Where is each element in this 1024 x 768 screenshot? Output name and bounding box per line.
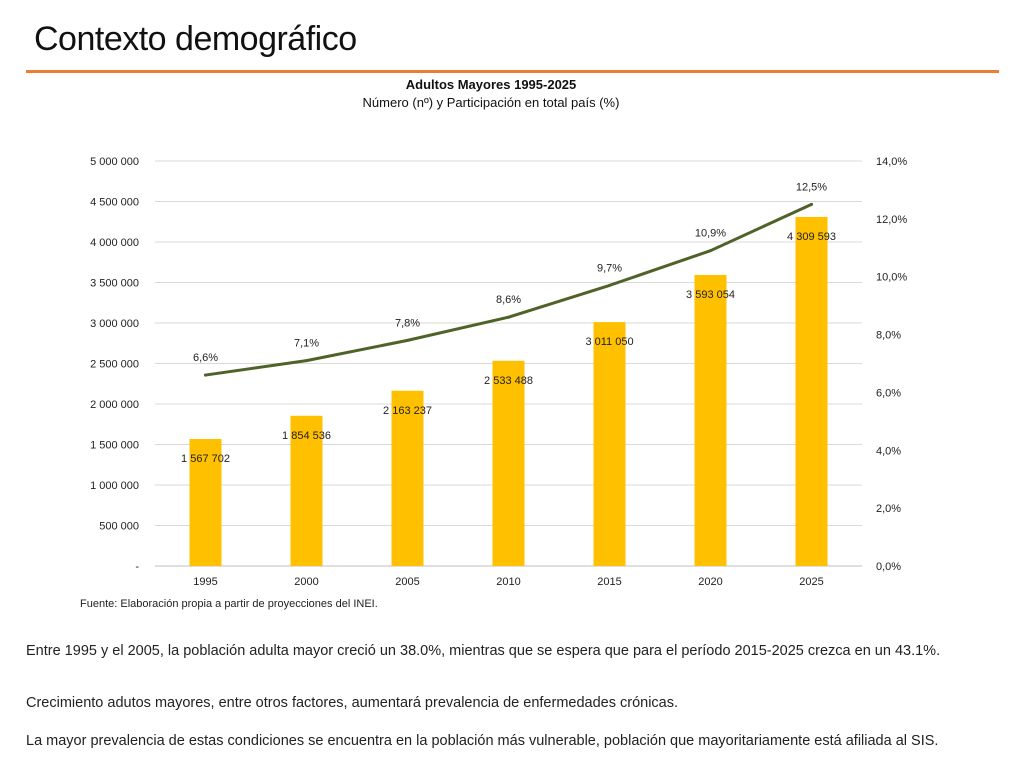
line-value-label: 10,9% bbox=[695, 228, 726, 240]
x-tick-label: 2010 bbox=[496, 576, 520, 588]
paragraph-chronic-diseases: Crecimiento adutos mayores, entre otros … bbox=[26, 695, 679, 711]
y-right-tick-label: 6,0% bbox=[876, 387, 901, 399]
y-left-tick-label: 1 500 000 bbox=[90, 440, 139, 452]
bar-2005 bbox=[391, 390, 424, 566]
bar-2025 bbox=[795, 216, 828, 566]
x-tick-label: 2005 bbox=[395, 576, 419, 588]
y-right-tick-label: 12,0% bbox=[876, 214, 907, 226]
bar-value-label: 2 163 237 bbox=[383, 405, 432, 417]
chart-title: Adultos Mayores 1995-2025 bbox=[406, 77, 577, 92]
y-left-tick-label: 2 000 000 bbox=[90, 399, 139, 411]
page-title: Contexto demográfico bbox=[34, 20, 357, 58]
x-tick-label: 2000 bbox=[294, 576, 318, 588]
line-point-2005 bbox=[406, 338, 409, 342]
y-left-tick-label: 2 500 000 bbox=[90, 359, 139, 371]
bar-2010 bbox=[492, 360, 525, 566]
bar-1995 bbox=[189, 439, 222, 566]
line-point-1995 bbox=[204, 373, 207, 377]
line-value-label: 9,7% bbox=[597, 262, 622, 274]
line-value-label: 8,6% bbox=[496, 294, 521, 306]
line-value-label: 6,6% bbox=[193, 352, 218, 364]
chart-subtitle: Número (nº) y Participación en total paí… bbox=[363, 95, 620, 110]
x-tick-label: 1995 bbox=[193, 576, 217, 588]
demographic-chart: Adultos Mayores 1995-2025 Número (nº) y … bbox=[90, 77, 907, 588]
bar-value-label: 2 533 488 bbox=[484, 375, 533, 387]
bar-2020 bbox=[694, 274, 727, 566]
y-left-tick-label: 500 000 bbox=[99, 521, 139, 533]
bar-value-label: 4 309 593 bbox=[787, 231, 836, 243]
line-point-2010 bbox=[507, 315, 510, 319]
y-left-tick-label: - bbox=[135, 561, 139, 573]
x-tick-label: 2025 bbox=[799, 576, 823, 588]
line-value-label: 7,1% bbox=[294, 338, 319, 350]
y-right-tick-label: 14,0% bbox=[876, 156, 907, 168]
chart-source-note: Fuente: Elaboración propia a partir de p… bbox=[80, 598, 378, 610]
y-left-tick-label: 5 000 000 bbox=[90, 156, 139, 168]
y-left-tick-label: 3 000 000 bbox=[90, 318, 139, 330]
bar-2015 bbox=[593, 322, 626, 566]
y-right-tick-label: 0,0% bbox=[876, 561, 901, 573]
bar-value-label: 1 854 536 bbox=[282, 430, 331, 442]
data-labels: 1 567 702 1 854 536 2 163 237 2 533 488 3 01… bbox=[181, 181, 836, 465]
line-series bbox=[204, 202, 813, 377]
line-value-label: 7,8% bbox=[395, 317, 420, 329]
y-left-tick-label: 4 500 000 bbox=[90, 197, 139, 209]
x-tick-label: 2020 bbox=[698, 576, 722, 588]
y-right-tick-label: 4,0% bbox=[876, 445, 901, 457]
bar-value-label: 3 011 050 bbox=[585, 336, 633, 348]
grid-lines bbox=[155, 160, 862, 567]
bar-series bbox=[189, 216, 828, 566]
line-value-label: 12,5% bbox=[796, 181, 827, 193]
line-point-2015 bbox=[608, 283, 611, 287]
bar-2000 bbox=[290, 415, 323, 566]
line-point-2025 bbox=[810, 202, 813, 206]
y-right-tick-label: 2,0% bbox=[876, 503, 901, 515]
y-left-tick-label: 3 500 000 bbox=[90, 278, 139, 290]
title-divider bbox=[26, 70, 999, 73]
line-point-2020 bbox=[709, 249, 712, 253]
line-point-2000 bbox=[305, 359, 308, 363]
paragraph-growth: Entre 1995 y el 2005, la población adult… bbox=[26, 643, 941, 659]
x-tick-label: 2015 bbox=[597, 576, 621, 588]
y-left-tick-label: 4 000 000 bbox=[90, 237, 139, 249]
bar-value-label: 1 567 702 bbox=[181, 453, 230, 465]
y-right-tick-label: 8,0% bbox=[876, 330, 901, 342]
bar-value-label: 3 593 054 bbox=[686, 289, 735, 301]
paragraph-vulnerable-population: La mayor prevalencia de estas condicione… bbox=[26, 733, 939, 749]
axis-labels: - 500 000 1 000 000 1 500 000 2 000 000 2 500… bbox=[90, 156, 907, 588]
y-left-tick-label: 1 000 000 bbox=[90, 480, 139, 492]
y-right-tick-label: 10,0% bbox=[876, 272, 907, 284]
